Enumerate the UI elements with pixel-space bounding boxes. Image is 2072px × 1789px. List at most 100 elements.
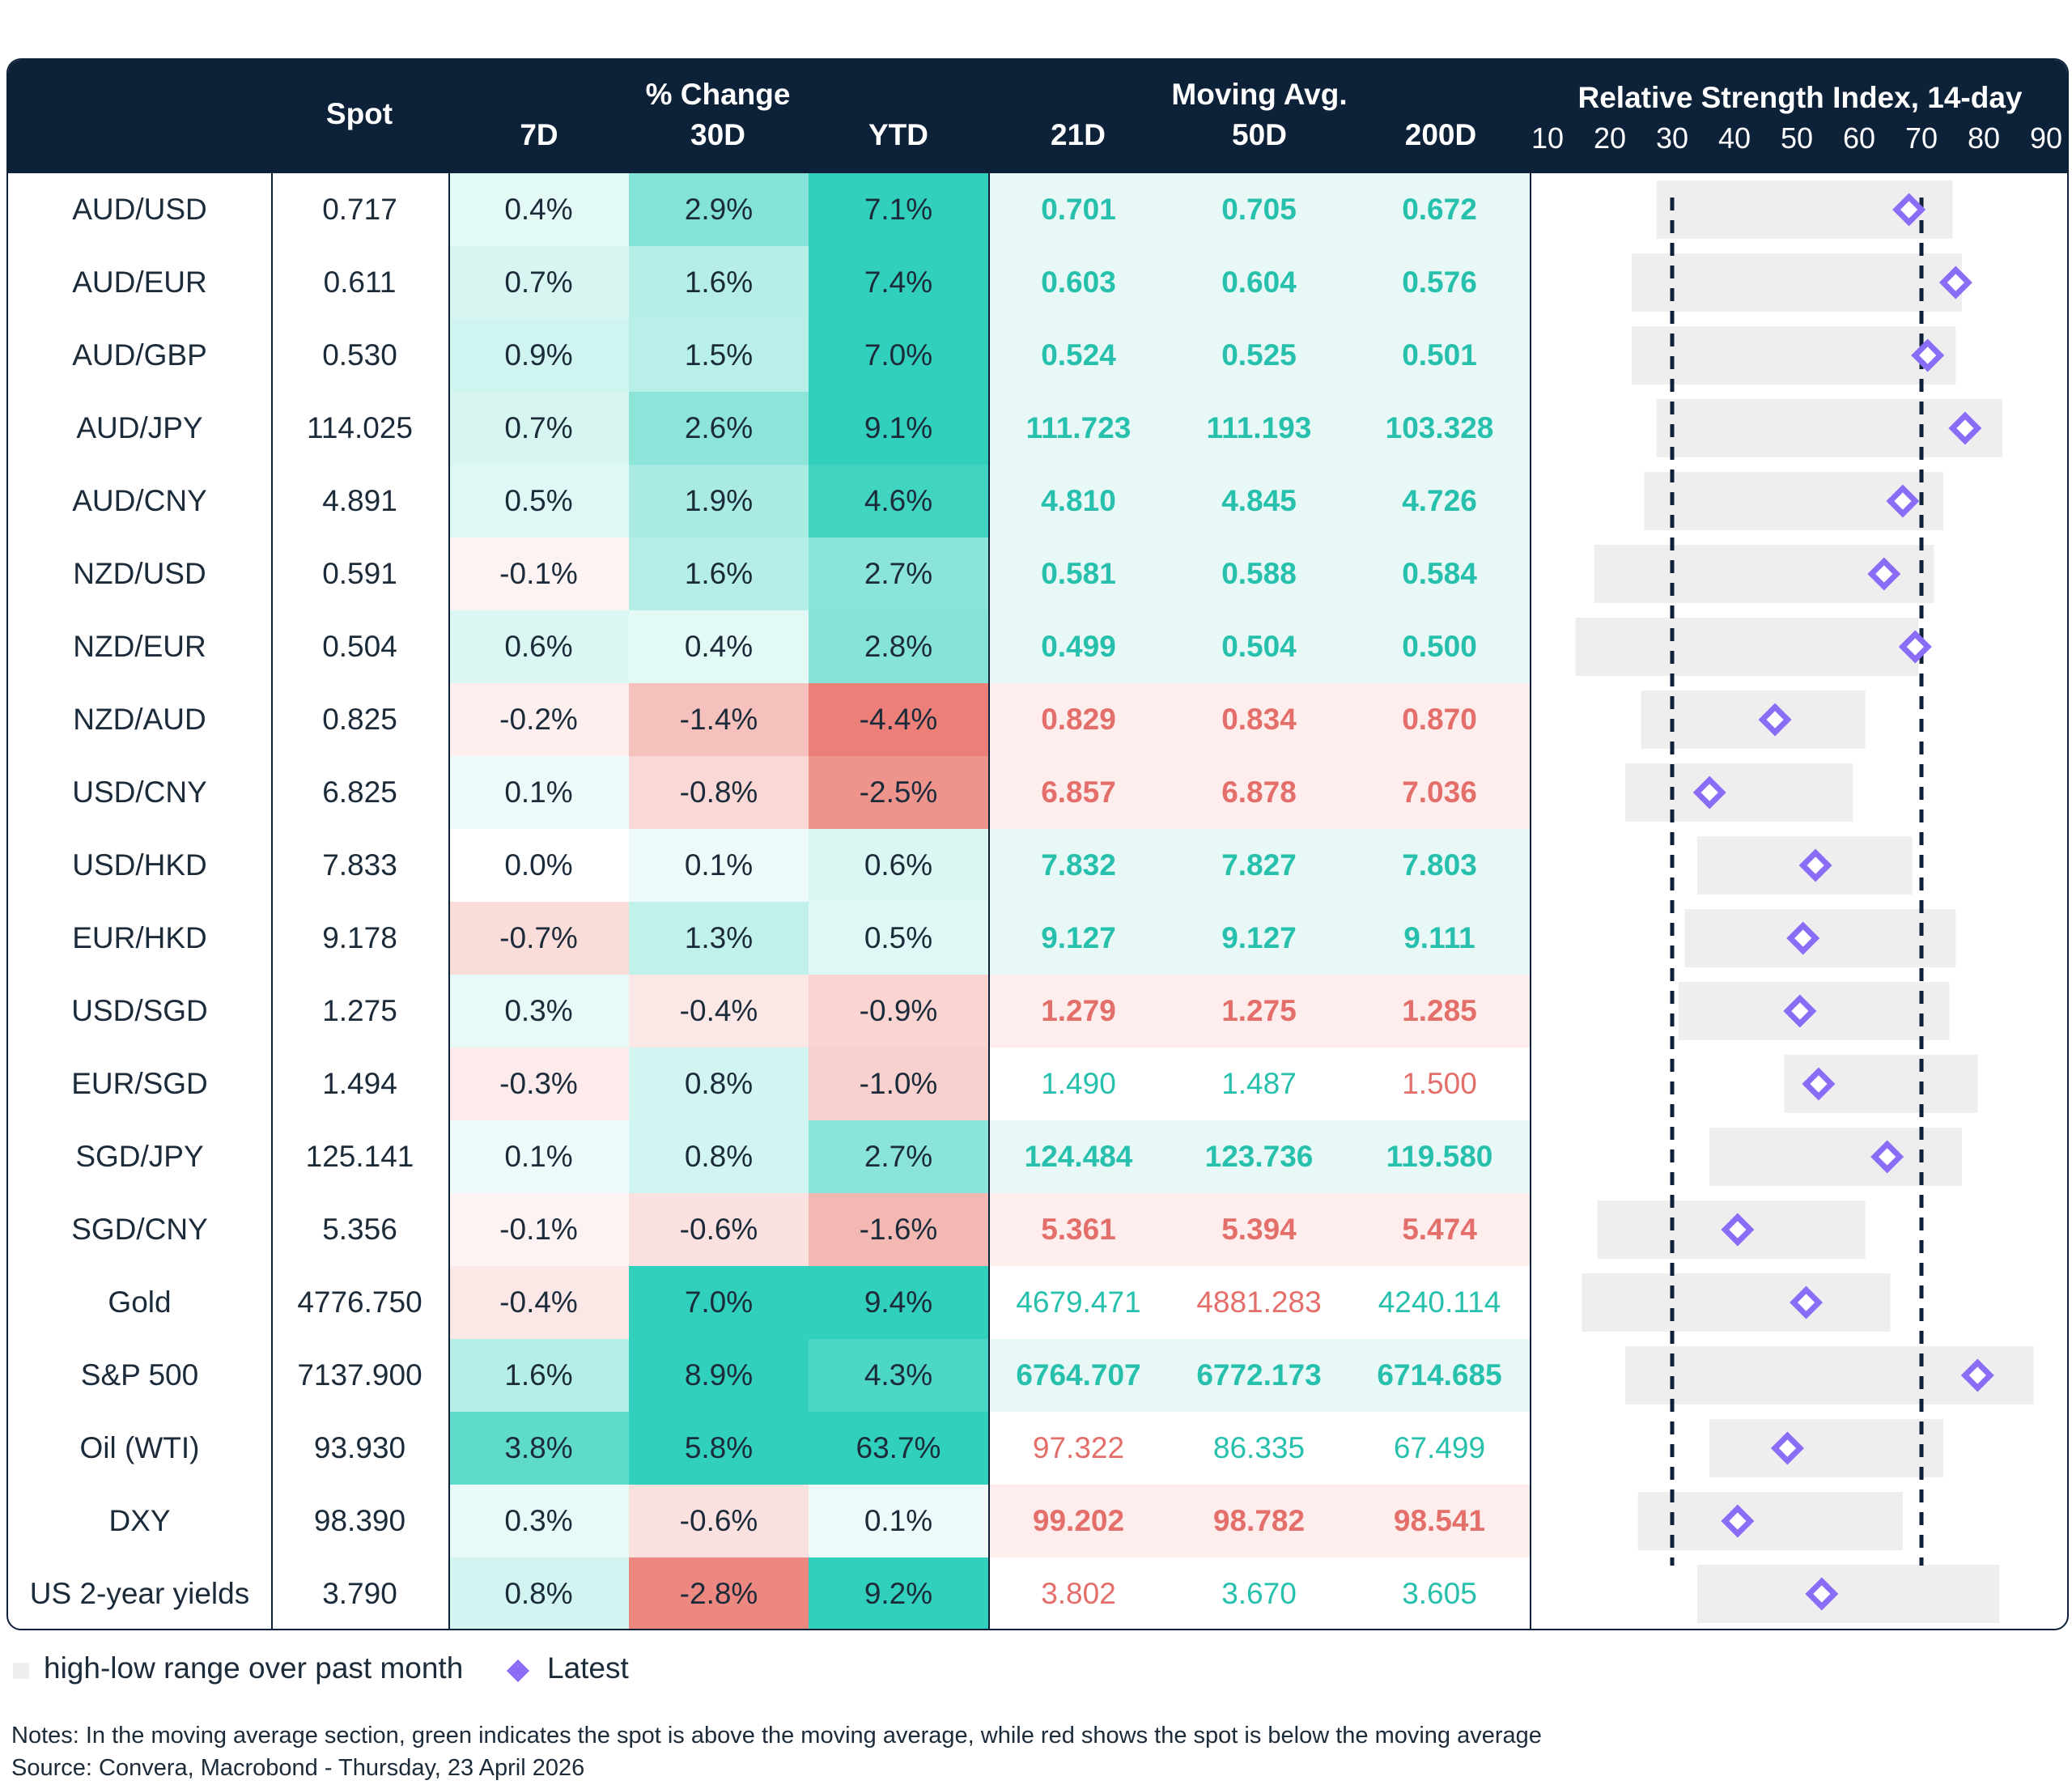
pct-30d-cell: -0.8%: [629, 756, 809, 829]
rsi-latest-marker: [1758, 703, 1792, 737]
table-row: Gold 4776.750 -0.4% 7.0% 9.4% 4679.471 4881.28…: [8, 1266, 1530, 1339]
rsi-tick-label: 10: [1531, 121, 1565, 155]
table-row: AUD/JPY 114.025 0.7% 2.6% 9.1% 111.723 111.193…: [8, 392, 1530, 465]
rsi-latest-marker: [1892, 193, 1926, 227]
rsi-latest-marker: [1938, 266, 1972, 300]
rsi-range-bar: [1684, 909, 1956, 967]
table-row: AUD/EUR 0.611 0.7% 1.6% 7.4% 0.603 0.604 0.576: [8, 246, 1530, 319]
rsi-range-bar: [1637, 1492, 1903, 1550]
pct-30d-cell: 1.6%: [629, 538, 809, 610]
pct-7d-cell: 0.6%: [448, 610, 629, 683]
pct-ytd-cell: 4.3%: [809, 1339, 988, 1412]
table-row: DXY 98.390 0.3% -0.6% 0.1% 99.202 98.782 98.541: [8, 1485, 1530, 1557]
ma-200d-cell: 7.036: [1349, 756, 1530, 829]
instrument-name: Oil (WTI): [79, 1431, 200, 1464]
rsi-header: Relative Strength Index, 14-day: [1577, 81, 2023, 114]
ma-50d-cell: 86.335: [1212, 1431, 1306, 1464]
pct-30d-cell: -1.4%: [629, 683, 809, 756]
divider-spot-left: [271, 173, 273, 1629]
ma-21d-cell: 1.279: [988, 975, 1169, 1047]
rsi-latest-marker: [1911, 338, 1945, 372]
instrument-name: NZD/EUR: [73, 630, 206, 663]
spot-value: 7.833: [322, 848, 397, 882]
pct-30d-cell: 1.6%: [629, 246, 809, 319]
ma-50d-cell: 9.127: [1169, 902, 1349, 975]
rsi-latest-marker: [1948, 411, 1982, 445]
ma-50d-cell: 1.487: [1221, 1067, 1297, 1100]
rsi-tick-label: 40: [1717, 121, 1751, 155]
ma-50d-cell: 123.736: [1169, 1120, 1349, 1193]
legend-latest-marker: [506, 1659, 530, 1683]
ma-200d-cell: 3.605: [1402, 1577, 1477, 1610]
ma-50d-cell: 0.834: [1169, 683, 1349, 756]
table-row: AUD/GBP 0.530 0.9% 1.5% 7.0% 0.524 0.525 0.501: [8, 319, 1530, 392]
pct-7d-cell: 0.7%: [448, 246, 629, 319]
instrument-name: S&P 500: [80, 1358, 199, 1392]
ma-21d-header: 21D: [1051, 118, 1106, 151]
moving-avg-group-header: Moving Avg.: [1171, 78, 1348, 111]
rsi-latest-marker: [1867, 557, 1901, 591]
rsi-tick-label: 90: [2029, 121, 2063, 155]
ma-200d-header: 200D: [1404, 118, 1477, 151]
table-row: SGD/JPY 125.141 0.1% 0.8% 2.7% 124.484 123.736…: [8, 1120, 1530, 1193]
ma-21d-cell: 0.603: [988, 246, 1169, 319]
pct-ytd-cell: 9.1%: [809, 392, 988, 465]
ma-21d-cell: 124.484: [988, 1120, 1169, 1193]
table-row: AUD/USD 0.717 0.4% 2.9% 7.1% 0.701 0.705 0.672: [8, 173, 1530, 246]
ma-50d-cell: 6772.173: [1169, 1339, 1349, 1412]
rsi-latest-marker: [1870, 1140, 1904, 1174]
pct-ytd-cell: 2.8%: [809, 610, 988, 683]
pct-30d-cell: 0.8%: [629, 1047, 809, 1120]
pct-ytd-cell: 9.2%: [809, 1557, 988, 1629]
rsi-latest-marker: [1790, 1285, 1824, 1319]
fx-summary-table: Spot % Change 7D 30D YTD Moving Avg. 21D…: [6, 58, 2069, 1630]
spot-value: 0.530: [322, 338, 397, 372]
rsi-tick-label: 30: [1655, 121, 1689, 155]
pct-ytd-cell: 7.0%: [809, 319, 988, 392]
spot-value: 9.178: [322, 921, 397, 954]
ma-50d-cell: 0.604: [1169, 246, 1349, 319]
rsi-range-bar: [1709, 1128, 1963, 1186]
ma-200d-cell: 4240.114: [1378, 1285, 1501, 1319]
divider-spot-right: [448, 173, 450, 1629]
divider-pct-right: [988, 173, 990, 1629]
table-row: Oil (WTI) 93.930 3.8% 5.8% 63.7% 97.322 86.335…: [8, 1412, 1530, 1485]
ma-21d-cell: 111.723: [988, 392, 1169, 465]
ma-50d-cell: 0.504: [1169, 610, 1349, 683]
ma-200d-cell: 0.576: [1349, 246, 1530, 319]
spot-value: 0.825: [322, 703, 397, 736]
pct-ytd-header: YTD: [868, 118, 928, 151]
rsi-tick-label: 80: [1967, 121, 2001, 155]
rsi-latest-marker: [1783, 994, 1817, 1028]
spot-header: Spot: [325, 97, 393, 130]
ma-21d-cell: 97.322: [1032, 1431, 1125, 1464]
pct-7d-cell: -0.4%: [448, 1266, 629, 1339]
pct-30d-cell: -0.6%: [629, 1193, 809, 1266]
ma-50d-cell: 7.827: [1169, 829, 1349, 902]
spot-value: 0.611: [323, 266, 397, 299]
instrument-name: US 2-year yields: [29, 1577, 250, 1610]
ma-200d-cell: 0.501: [1349, 319, 1530, 392]
spot-value: 93.930: [313, 1431, 406, 1464]
ma-50d-cell: 0.705: [1169, 173, 1349, 246]
pct-7d-cell: -0.7%: [448, 902, 629, 975]
pct-ytd-cell: -0.9%: [809, 975, 988, 1047]
ma-21d-cell: 4.810: [988, 465, 1169, 538]
ma-200d-cell: 0.584: [1349, 538, 1530, 610]
spot-value: 4776.750: [297, 1285, 422, 1319]
rsi-range-bar: [1641, 691, 1866, 749]
instrument-name: SGD/JPY: [75, 1140, 204, 1173]
ma-21d-cell: 1.490: [1041, 1067, 1116, 1100]
instrument-name: USD/SGD: [71, 994, 208, 1027]
ma-21d-cell: 9.127: [988, 902, 1169, 975]
pct-30d-cell: 7.0%: [629, 1266, 809, 1339]
pct-30d-cell: 1.9%: [629, 465, 809, 538]
divider-ma-right: [1530, 173, 1531, 1629]
ma-50d-cell: 3.670: [1221, 1577, 1297, 1610]
pct-30d-cell: 0.1%: [629, 829, 809, 902]
ma-50d-cell: 5.394: [1169, 1193, 1349, 1266]
table-header: Spot % Change 7D 30D YTD Moving Avg. 21D…: [8, 60, 2067, 173]
instrument-name: EUR/HKD: [72, 921, 207, 954]
pct-ytd-cell: 7.1%: [809, 173, 988, 246]
pct-7d-cell: -0.2%: [448, 683, 629, 756]
